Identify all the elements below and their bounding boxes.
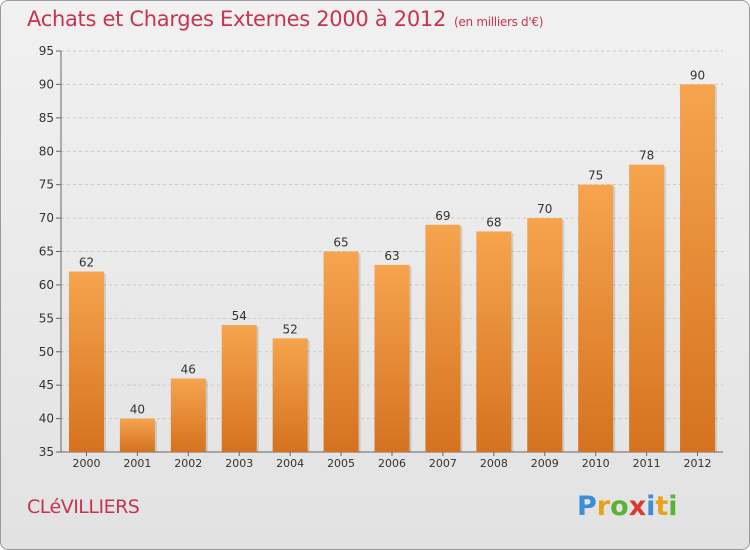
bar-2011: [629, 164, 665, 452]
logo-letter: o: [610, 491, 629, 522]
x-tick-label: 2008: [480, 457, 508, 470]
y-tick-label: 35: [39, 445, 54, 459]
bars: [68, 84, 718, 453]
y-tick-label: 85: [39, 111, 54, 125]
bar-value-label: 69: [435, 209, 450, 223]
bar-2000: [68, 271, 104, 452]
y-tick-label: 75: [39, 178, 54, 192]
y-tick-label: 80: [39, 144, 54, 158]
bar-value-label: 65: [333, 236, 348, 250]
logo-letter: P: [577, 491, 597, 522]
bar-2001: [119, 418, 155, 452]
chart-title-text: Achats et Charges Externes 2000 à 2012: [27, 7, 447, 31]
bar-value-label: 75: [588, 169, 603, 183]
bar-2007: [425, 224, 461, 452]
y-tick-label: 50: [39, 345, 54, 359]
bar-value-label: 78: [639, 149, 654, 163]
bar-value-label: 54: [232, 309, 247, 323]
x-tick-label: 2002: [174, 457, 202, 470]
y-tick-label: 60: [39, 278, 54, 292]
bar-value-label: 40: [130, 403, 145, 417]
proxiti-logo[interactable]: Proxiti: [577, 491, 697, 525]
logo-letter: i: [646, 491, 656, 522]
y-tick-label: 45: [39, 378, 54, 392]
bar-value-label: 70: [537, 202, 552, 216]
bar-2010: [578, 184, 614, 452]
x-tick-label: 2007: [429, 457, 457, 470]
x-tick-label: 2012: [684, 457, 712, 470]
logo-letter: t: [655, 491, 669, 522]
x-tick-label: 2011: [633, 457, 661, 470]
bar-2004: [272, 338, 308, 452]
x-tick-label: 2006: [378, 457, 406, 470]
bar-2002: [170, 378, 206, 452]
y-tick-label: 70: [39, 211, 54, 225]
x-tick-label: 2003: [225, 457, 253, 470]
x-tick-label: 2000: [72, 457, 100, 470]
chart-title: Achats et Charges Externes 2000 à 2012 (e…: [27, 7, 543, 31]
logo-letter: x: [628, 491, 647, 522]
bar-2005: [323, 251, 359, 452]
x-tick-label: 2009: [531, 457, 559, 470]
city-name: CLéVILLIERS: [27, 496, 140, 518]
y-tick-label: 55: [39, 311, 54, 325]
chart-unit: (en milliers d'€): [454, 15, 544, 29]
logo-letter: r: [596, 491, 611, 522]
x-tick-label: 2004: [276, 457, 304, 470]
y-tick-label: 40: [39, 412, 54, 426]
bar-2012: [680, 84, 716, 453]
logo-letter: i: [668, 491, 678, 522]
bar-value-label: 52: [283, 322, 298, 336]
bar-2006: [374, 264, 410, 452]
bar-value-label: 90: [690, 68, 705, 82]
bar-2009: [527, 218, 563, 452]
y-tick-label: 90: [39, 77, 54, 91]
y-tick-label: 65: [39, 245, 54, 259]
data-labels: 62 2000 40 2001 46 2002 54 2003 52 2004 65 2005 63 20…: [72, 68, 711, 470]
bar-2003: [221, 325, 257, 452]
y-tick-label: 95: [39, 44, 54, 58]
x-tick-label: 2005: [327, 457, 355, 470]
bar-value-label: 68: [486, 215, 501, 229]
x-tick-label: 2010: [582, 457, 610, 470]
bar-value-label: 63: [384, 249, 399, 263]
bar-value-label: 46: [181, 362, 196, 376]
x-tick-label: 2001: [123, 457, 151, 470]
bar-value-label: 62: [79, 256, 94, 270]
bar-2008: [476, 231, 512, 452]
